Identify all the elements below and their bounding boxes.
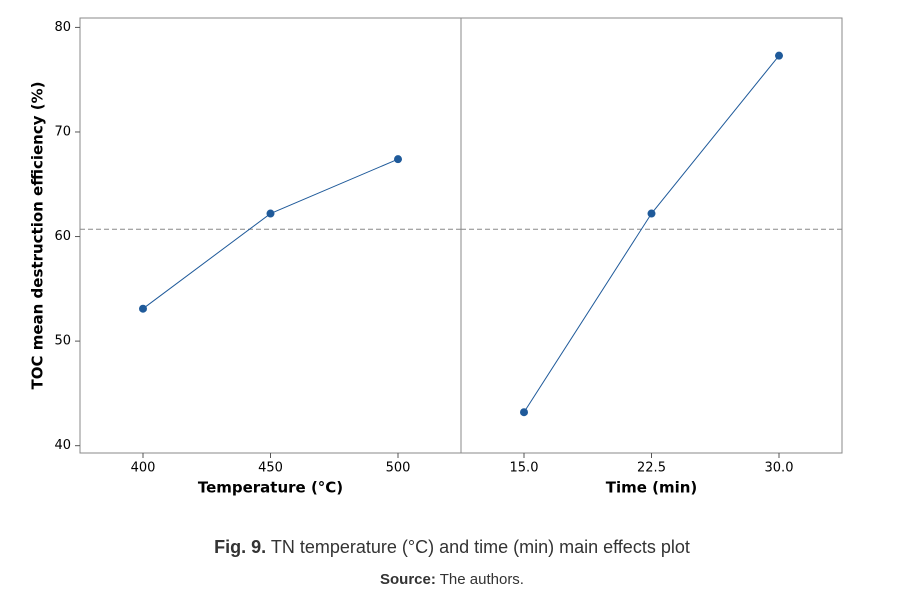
point bbox=[647, 209, 656, 218]
point bbox=[266, 209, 275, 218]
plot-frame bbox=[79, 17, 462, 454]
x-tick-label: 30.0 bbox=[765, 461, 794, 476]
y-tick-label: 80 bbox=[54, 20, 71, 35]
x-tick-label: 400 bbox=[131, 461, 156, 476]
y-tick-label: 60 bbox=[54, 229, 71, 244]
x-tick-label: 22.5 bbox=[637, 461, 666, 476]
caption-text: TN temperature (°C) and time (min) main … bbox=[271, 537, 690, 557]
x-tick-label: 15.0 bbox=[510, 461, 539, 476]
source: Source: The authors. bbox=[380, 571, 524, 588]
y-tick-label: 40 bbox=[54, 438, 71, 453]
source-label: Source: bbox=[380, 571, 436, 588]
plot-frame bbox=[460, 17, 843, 454]
y-axis-label: TOC mean destruction efficiency (%) bbox=[29, 82, 47, 390]
line bbox=[142, 158, 399, 310]
source-text: The authors. bbox=[440, 571, 524, 588]
caption-label: Fig. 9. bbox=[214, 537, 266, 557]
caption: Fig. 9. TN temperature (°C) and time (mi… bbox=[214, 537, 690, 557]
y-tick-label: 70 bbox=[54, 124, 71, 139]
x-axis-label: Temperature (°C) bbox=[198, 479, 343, 497]
x-tick-label: 450 bbox=[258, 461, 283, 476]
line bbox=[523, 55, 780, 413]
point bbox=[394, 155, 402, 164]
point bbox=[139, 304, 147, 313]
point bbox=[520, 408, 528, 417]
y-tick-label: 50 bbox=[54, 334, 71, 349]
point bbox=[775, 51, 783, 60]
x-axis-label: Time (min) bbox=[606, 479, 698, 497]
x-tick-label: 500 bbox=[386, 461, 411, 476]
